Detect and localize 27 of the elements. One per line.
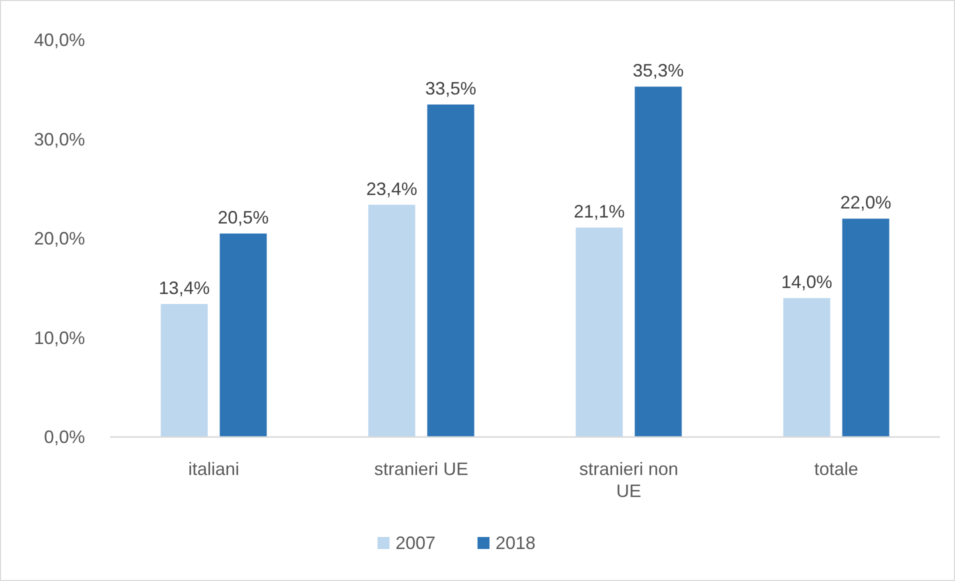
y-tick-label: 30,0% (34, 129, 85, 150)
data-label: 21,1% (574, 202, 625, 222)
bar (427, 104, 474, 437)
x-tick-label: stranieri non UE (579, 459, 678, 501)
data-label: 23,4% (366, 178, 418, 199)
data-label: 33,5% (425, 78, 476, 99)
x-tick-label: italiani (188, 459, 240, 479)
legend-label: 2018 (496, 533, 536, 553)
x-tick-label: totale (814, 459, 858, 479)
y-tick-label: 40,0% (34, 30, 85, 50)
legend-label: 2007 (396, 533, 436, 553)
data-label: 13,4% (158, 278, 210, 298)
bar (842, 218, 890, 437)
y-tick-label: 20,0% (34, 228, 85, 248)
bar (634, 86, 682, 437)
y-tick-label: 10,0% (34, 328, 85, 348)
data-label: 14,0% (781, 272, 832, 292)
bar (160, 304, 208, 437)
bar (576, 228, 623, 437)
data-label: 35,3% (632, 60, 684, 81)
bar (368, 204, 416, 437)
y-tick-label: 0,0% (44, 427, 85, 447)
data-label: 22,0% (840, 192, 892, 213)
x-tick-label: stranieri UE (374, 459, 468, 479)
bar (783, 298, 830, 437)
bar (220, 234, 267, 437)
data-label: 20,5% (218, 208, 269, 228)
